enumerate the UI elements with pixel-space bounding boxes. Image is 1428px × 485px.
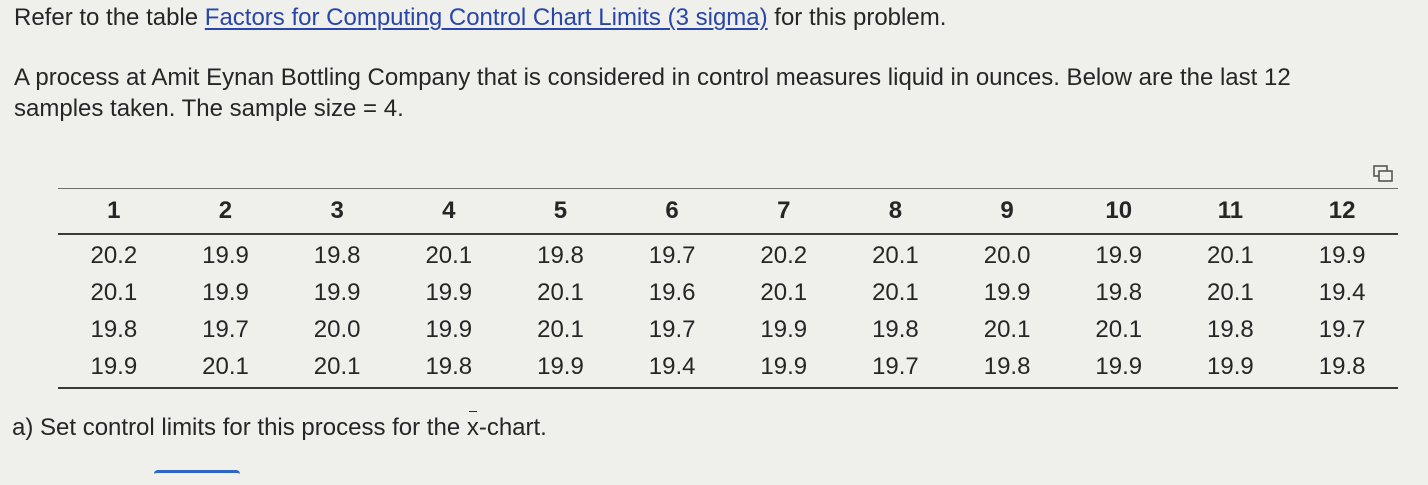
table-cell: 19.7 (839, 348, 952, 389)
copy-icon[interactable] (1372, 164, 1394, 184)
table-cell: 19.6 (648, 278, 696, 306)
table-cell: 20.0 (983, 241, 1031, 269)
intro-suffix: for this problem. (767, 4, 947, 31)
table-cell: 19.9 (727, 348, 840, 389)
table-cell: 20.1 (537, 315, 584, 343)
table-cell: 19.9 (58, 348, 170, 389)
table-cell: 19.8 (872, 315, 919, 343)
table-cell: 19.8 (313, 241, 361, 269)
table-header-row: 1 2 3 4 5 6 7 8 9 10 11 12 (58, 188, 1398, 235)
table-cell: 20.1 (169, 348, 282, 389)
question-suffix: -chart. (478, 414, 547, 441)
table-cell: 20.1 (760, 278, 808, 306)
table-cell: 20.1 (872, 278, 919, 306)
table-cell: 19.9 (504, 348, 617, 389)
table-cell: 20.2 (760, 241, 808, 269)
intro-prefix: Refer to the table (14, 4, 205, 31)
table-cell: 19.9 (1174, 348, 1287, 389)
table-cell: 19.7 (648, 315, 696, 343)
table-cell: 19.9 (983, 278, 1031, 306)
table-cell: 19.8 (1286, 348, 1398, 389)
column-header: 8 (839, 188, 952, 235)
table-body: 20.2 19.9 19.8 20.1 19.8 19.7 20.2 20.1 20.0 19.9… (58, 234, 1398, 389)
table-cell: 19.4 (1318, 278, 1366, 306)
answer-input-top[interactable] (154, 470, 240, 485)
column-header: 10 (1062, 188, 1175, 235)
table-cell: 19.8 (1207, 315, 1254, 343)
table-cell: 19.9 (1095, 241, 1143, 269)
table-cell: 19.9 (425, 315, 473, 343)
problem-line-2: samples taken. The sample size = 4. (14, 95, 404, 122)
table-cell: 20.1 (872, 241, 919, 269)
table-cell: 19.8 (90, 315, 138, 343)
column-header: 5 (504, 188, 617, 235)
table-cell: 19.7 (1318, 315, 1366, 343)
table-cell: 20.1 (1095, 315, 1143, 343)
column-header: 7 (727, 188, 840, 235)
table-cell: 19.8 (1095, 278, 1143, 306)
column-header: 12 (1286, 188, 1398, 235)
table-cell: 20.1 (90, 278, 138, 306)
table-cell: 19.9 (1318, 241, 1366, 269)
table-cell: 19.9 (313, 278, 361, 306)
table-cell: 20.1 (1207, 241, 1254, 269)
table-row: 20.2 19.9 19.8 20.1 19.8 19.7 20.2 20.1 20.0 19.9… (58, 234, 1398, 274)
table-cell: 20.1 (281, 348, 393, 389)
table-row: 20.1 19.9 19.9 19.9 20.1 19.6 20.1 20.1 19.9 19.8… (58, 274, 1398, 311)
sample-data-table-wrap: 1 2 3 4 5 6 7 8 9 10 11 12 20.2 19.9 19.8 20.1 19.8 19.7… (58, 188, 1398, 389)
table-cell: 19.9 (760, 315, 808, 343)
x-bar-symbol: x (466, 411, 479, 441)
problem-statement: A process at Amit Eynan Bottling Company… (14, 62, 1428, 124)
column-header: 6 (616, 188, 728, 235)
table-cell: 19.7 (648, 241, 696, 269)
table-row: 19.9 20.1 20.1 19.8 19.9 19.4 19.9 19.7 19.8 19.9… (58, 348, 1398, 389)
table-cell: 19.8 (951, 348, 1063, 389)
column-header: 4 (392, 188, 505, 235)
table-cell: 20.1 (983, 315, 1031, 343)
table-cell: 20.1 (1207, 278, 1254, 306)
table-row: 19.8 19.7 20.0 19.9 20.1 19.7 19.9 19.8 20.1 20.1… (58, 311, 1398, 348)
question-a: a) Set control limits for this process f… (12, 411, 547, 442)
table-cell: 19.7 (202, 315, 249, 343)
column-header: 1 (58, 188, 170, 235)
sample-data-table: 1 2 3 4 5 6 7 8 9 10 11 12 20.2 19.9 19.8 20.1 19.8 19.7… (58, 188, 1398, 389)
table-cell: 19.9 (202, 241, 249, 269)
factors-table-link[interactable]: Factors for Computing Control Chart Limi… (204, 4, 768, 31)
column-header: 11 (1174, 188, 1287, 235)
question-prefix: a) Set control limits for this process f… (12, 414, 467, 441)
table-cell: 20.2 (90, 241, 138, 269)
table-cell: 19.9 (425, 278, 473, 306)
column-header: 9 (951, 188, 1063, 235)
table-cell: 20.1 (425, 241, 473, 269)
table-cell: 19.8 (392, 348, 505, 389)
table-cell: 19.8 (537, 241, 584, 269)
table-cell: 20.1 (537, 278, 584, 306)
table-cell: 20.0 (313, 315, 361, 343)
column-header: 2 (169, 188, 282, 235)
problem-line-1: A process at Amit Eynan Bottling Company… (14, 64, 1291, 91)
column-header: 3 (281, 188, 393, 235)
table-cell: 19.9 (202, 278, 249, 306)
table-cell: 19.9 (1062, 348, 1175, 389)
table-cell: 19.4 (616, 348, 728, 389)
intro-line: Refer to the table Factors for Computing… (14, 4, 946, 32)
